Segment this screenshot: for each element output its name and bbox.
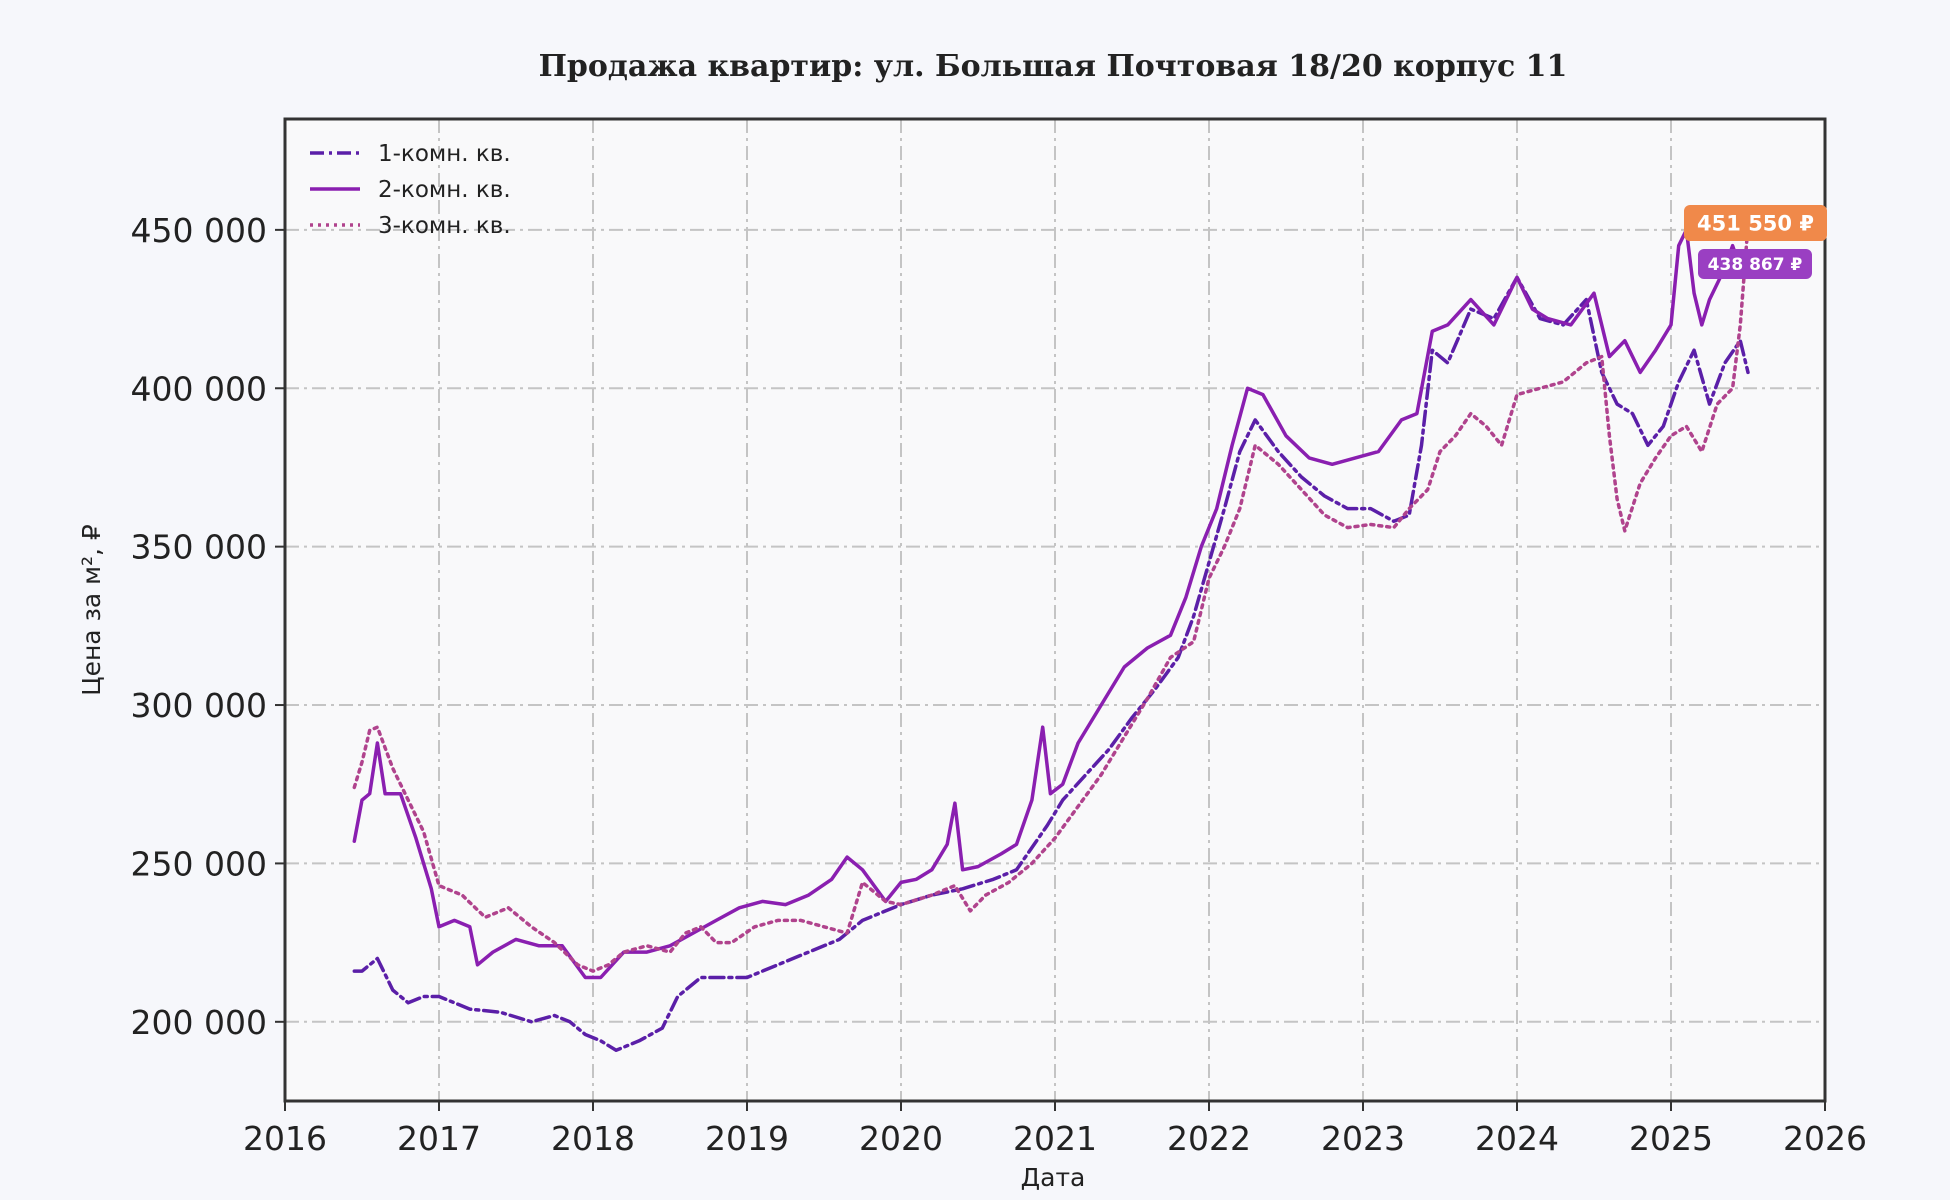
y-tick-label: 400 000 bbox=[131, 369, 267, 408]
x-axis-title: Дата bbox=[1021, 1163, 1086, 1192]
series-line-2-room bbox=[352, 228, 1750, 980]
end-value-badges: 451 550 ₽ 438 867 ₽ bbox=[1684, 205, 1827, 279]
x-tick-label: 2017 bbox=[397, 1119, 481, 1158]
series-line-1-room bbox=[352, 275, 1750, 1053]
x-tick-label: 2025 bbox=[1629, 1119, 1713, 1158]
series-line-3-room bbox=[352, 223, 1750, 973]
x-tick-label: 2023 bbox=[1321, 1119, 1405, 1158]
series-lines bbox=[352, 223, 1750, 1053]
chart-title: Продажа квартир: ул. Большая Почтовая 18… bbox=[539, 49, 1568, 84]
end-value-badge bbox=[1698, 249, 1812, 279]
x-tick-label: 2018 bbox=[551, 1119, 635, 1158]
legend: 1-комн. кв. 2-комн. кв. 3-комн. кв. bbox=[310, 141, 511, 239]
y-tick-label: 450 000 bbox=[131, 211, 267, 250]
end-value-badge bbox=[1684, 205, 1827, 241]
x-tick-label: 2022 bbox=[1167, 1119, 1251, 1158]
legend-label-3-room: 3-комн. кв. bbox=[378, 213, 511, 239]
y-tick-label: 300 000 bbox=[131, 686, 267, 725]
y-tick-label: 250 000 bbox=[131, 844, 267, 883]
end-value-label: 438 867 ₽ bbox=[1708, 255, 1803, 275]
x-tick-label: 2020 bbox=[859, 1119, 943, 1158]
x-axis-ticks: 2016 2017 2018 2019 2020 2021 2022 2023 2024 2025… bbox=[243, 1101, 1867, 1158]
x-tick-label: 2026 bbox=[1783, 1119, 1867, 1158]
y-axis-ticks: 200 000 250 000 300 000 350 000 400 000 450 0… bbox=[131, 211, 285, 1042]
y-axis-title: Цена за м², ₽ bbox=[77, 524, 106, 696]
y-tick-label: 350 000 bbox=[131, 528, 267, 567]
end-value-label: 451 550 ₽ bbox=[1697, 212, 1814, 236]
grid-lines bbox=[285, 119, 1825, 1101]
x-tick-label: 2019 bbox=[705, 1119, 789, 1158]
x-tick-label: 2016 bbox=[243, 1119, 327, 1158]
legend-label-2-room: 2-комн. кв. bbox=[378, 177, 511, 203]
x-tick-label: 2024 bbox=[1475, 1119, 1559, 1158]
x-tick-label: 2021 bbox=[1013, 1119, 1097, 1158]
y-tick-label: 200 000 bbox=[131, 1003, 267, 1042]
legend-label-1-room: 1-комн. кв. bbox=[378, 141, 511, 167]
